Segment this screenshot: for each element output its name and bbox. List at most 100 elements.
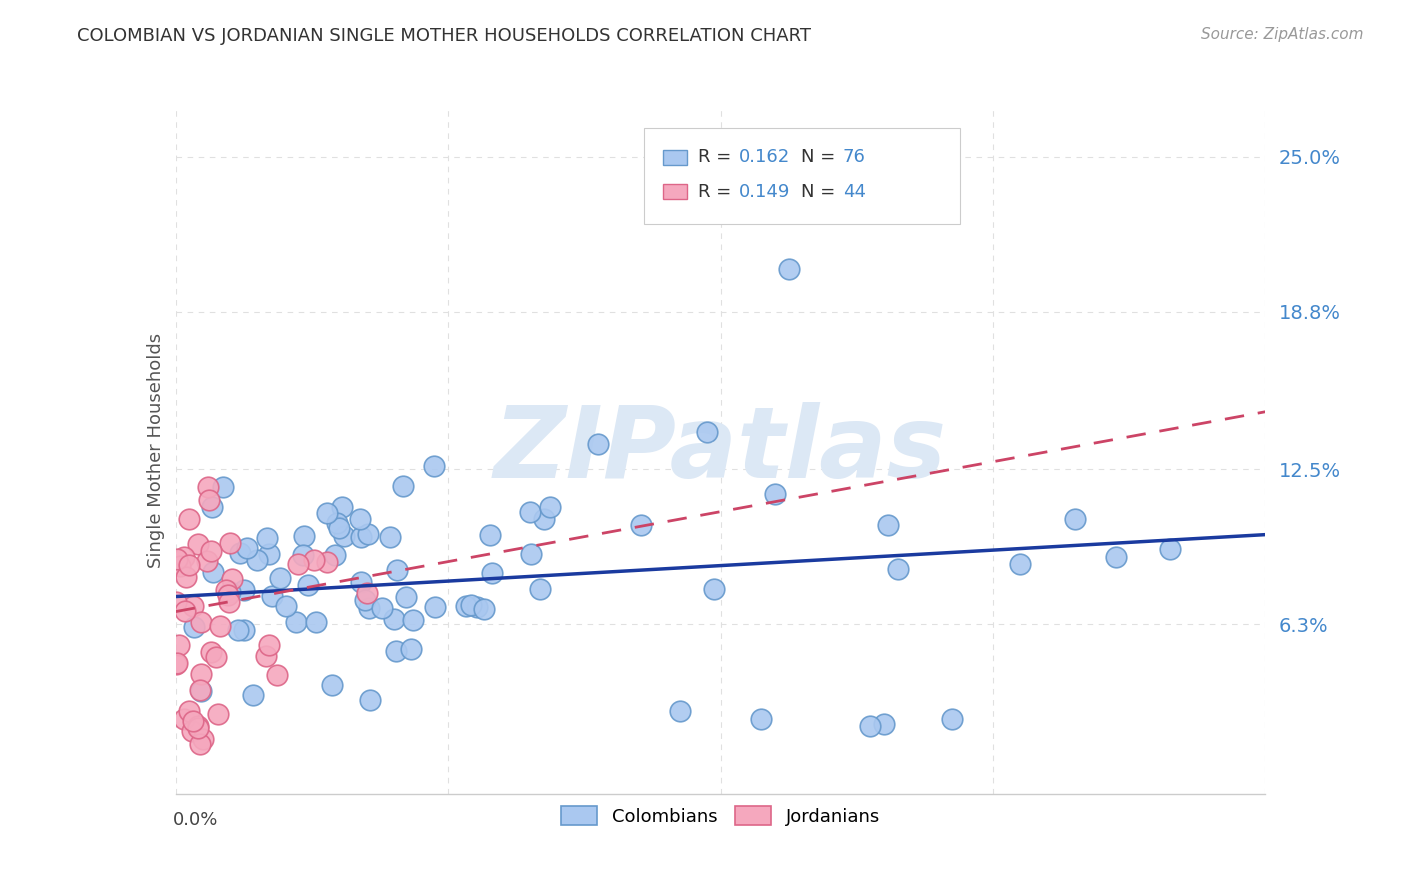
- Point: [873, 717, 896, 731]
- Point: [357, 527, 380, 541]
- Point: [392, 479, 415, 493]
- Point: [173, 712, 195, 726]
- Point: [186, 719, 209, 733]
- Point: [166, 552, 188, 566]
- Point: [208, 619, 231, 633]
- Point: [533, 512, 555, 526]
- Point: [325, 516, 347, 530]
- Point: [165, 657, 187, 671]
- Point: [177, 558, 200, 573]
- Point: [257, 547, 280, 561]
- Point: [179, 512, 201, 526]
- Point: [200, 543, 222, 558]
- Point: [233, 583, 256, 598]
- Point: [181, 599, 204, 613]
- Point: [423, 459, 446, 474]
- Point: [481, 566, 503, 580]
- Point: [218, 585, 240, 599]
- Point: [751, 712, 773, 726]
- Point: [371, 601, 394, 615]
- Point: [191, 731, 214, 746]
- Point: [385, 644, 408, 658]
- Point: [703, 582, 725, 596]
- Text: 76: 76: [842, 148, 866, 166]
- Point: [221, 572, 243, 586]
- Text: Source: ZipAtlas.com: Source: ZipAtlas.com: [1201, 27, 1364, 42]
- Point: [201, 500, 224, 514]
- Point: [668, 705, 690, 719]
- Point: [190, 666, 212, 681]
- Point: [167, 638, 190, 652]
- Point: [166, 657, 188, 671]
- Point: [350, 574, 373, 589]
- Point: [259, 638, 281, 652]
- Point: [174, 570, 197, 584]
- Point: [330, 500, 353, 514]
- Point: [305, 615, 328, 629]
- Point: [195, 554, 218, 568]
- Point: [423, 599, 446, 614]
- Point: [1159, 542, 1181, 557]
- Point: [529, 582, 551, 596]
- Point: [520, 547, 543, 561]
- Point: [357, 600, 380, 615]
- Point: [350, 530, 373, 544]
- Point: [356, 585, 378, 599]
- Legend: Colombians, Jordanians: Colombians, Jordanians: [554, 799, 887, 833]
- Point: [269, 571, 291, 585]
- Point: [276, 599, 298, 613]
- Point: [941, 712, 963, 726]
- Point: [401, 613, 423, 627]
- Point: [316, 555, 339, 569]
- Point: [465, 599, 488, 614]
- Point: [207, 706, 229, 721]
- Point: [198, 493, 221, 508]
- Point: [315, 506, 337, 520]
- Point: [323, 548, 346, 562]
- Point: [187, 721, 209, 735]
- Point: [382, 612, 405, 626]
- Point: [285, 615, 308, 630]
- Point: [385, 563, 408, 577]
- Point: [211, 480, 233, 494]
- Point: [200, 644, 222, 658]
- Point: [197, 480, 219, 494]
- Point: [763, 487, 786, 501]
- Point: [190, 684, 212, 698]
- Text: 0.0%: 0.0%: [173, 811, 218, 829]
- Point: [236, 541, 259, 556]
- Point: [266, 668, 288, 682]
- Point: [218, 595, 240, 609]
- Text: R =: R =: [697, 183, 737, 201]
- Point: [183, 620, 205, 634]
- Point: [291, 548, 314, 562]
- Point: [472, 601, 495, 615]
- Point: [333, 529, 356, 543]
- Point: [395, 590, 418, 604]
- Point: [246, 553, 269, 567]
- Point: [321, 678, 343, 692]
- Point: [349, 512, 371, 526]
- Point: [399, 642, 422, 657]
- Point: [188, 737, 211, 751]
- Point: [859, 719, 882, 733]
- Point: [1063, 512, 1085, 526]
- FancyBboxPatch shape: [644, 128, 960, 224]
- FancyBboxPatch shape: [662, 150, 686, 165]
- Point: [454, 599, 477, 614]
- Point: [630, 517, 652, 532]
- FancyBboxPatch shape: [662, 184, 686, 199]
- Text: 0.162: 0.162: [740, 148, 790, 166]
- Point: [778, 262, 800, 277]
- Point: [165, 595, 187, 609]
- Point: [287, 557, 309, 571]
- Point: [204, 650, 226, 665]
- Y-axis label: Single Mother Households: Single Mother Households: [146, 333, 165, 568]
- Point: [256, 531, 278, 545]
- Point: [181, 724, 204, 739]
- Point: [202, 566, 225, 580]
- Point: [188, 683, 211, 698]
- Point: [876, 517, 898, 532]
- Point: [186, 537, 209, 551]
- Point: [304, 552, 326, 566]
